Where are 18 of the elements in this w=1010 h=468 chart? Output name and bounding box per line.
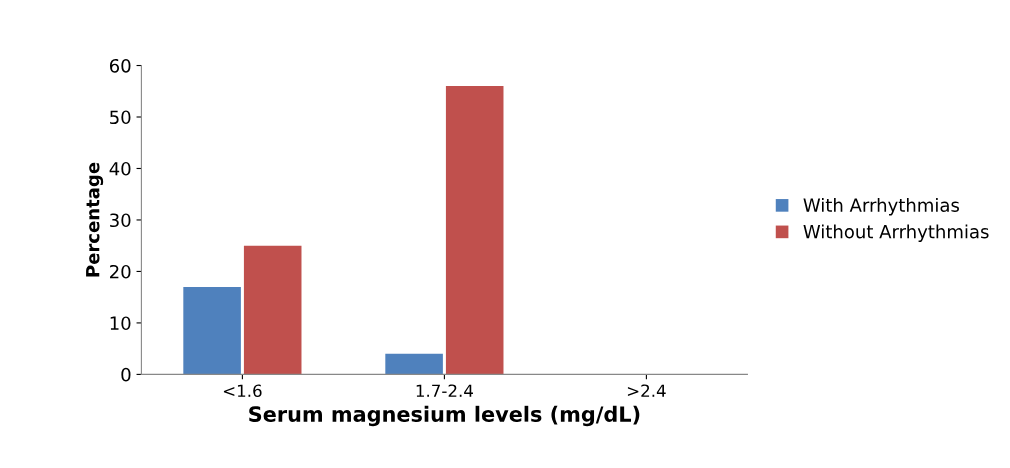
bar: [243, 245, 302, 375]
x-axis-title: Serum magnesium levels (mg/dL): [249, 405, 640, 427]
y-tick-label: 50: [110, 110, 131, 125]
x-tick-label: >2.4: [627, 384, 666, 397]
y-tick-label: 20: [110, 264, 131, 279]
y-tick-label: 40: [109, 161, 131, 176]
y-tick-label: 30: [110, 213, 131, 228]
y-tick-label: 10: [110, 316, 131, 331]
bar: [445, 86, 504, 375]
legend-label: With Arrhythmias: [803, 197, 959, 216]
legend-label: Without Arrhythmias: [803, 224, 989, 242]
y-tick-label: 60: [109, 58, 131, 73]
y-axis-title: Percentage: [86, 162, 104, 277]
y-tick-label: 0: [121, 367, 131, 382]
bar: [385, 353, 443, 375]
x-tick-label: 1.7-2.4: [416, 384, 473, 397]
x-tick-label: <1.6: [223, 384, 262, 398]
bar: [183, 286, 241, 375]
